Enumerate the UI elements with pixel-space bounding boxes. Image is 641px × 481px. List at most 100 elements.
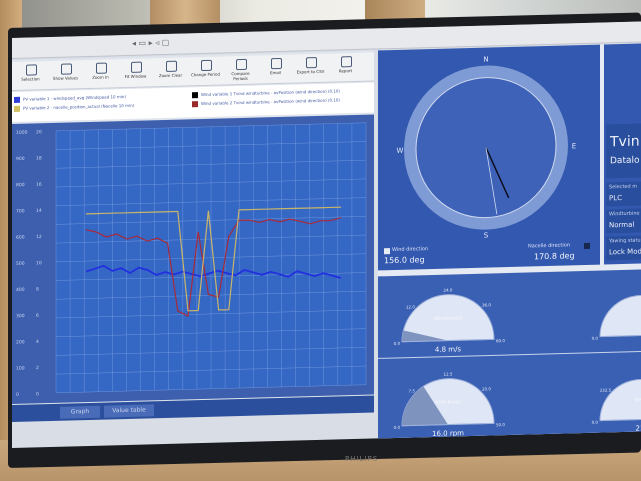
- wind-direction-value: 156.0 deg: [384, 255, 425, 266]
- info-row: Yawing status Lock Mode: [606, 235, 641, 261]
- screen: ◂ ▭ ▸ ◃ ▢ Selection Show Values Zoom In Fit…: [12, 21, 641, 449]
- gauge-tick-label: 24.0: [444, 287, 453, 292]
- wind-direction-needle: [485, 147, 510, 199]
- info-row-label: Yawing status: [609, 237, 641, 245]
- info-panel: Tvin Datalo Selected m PLC Windturbine Norm…: [604, 43, 641, 265]
- values-icon: [61, 63, 72, 75]
- toolbar-label: Email: [269, 69, 282, 76]
- toolbar-button-4[interactable]: Zoom Clear: [154, 59, 187, 84]
- gauge-tick-label: 0.0: [394, 341, 401, 346]
- gauges-panel: 0.0 12.0 24.0 36.0 60.0 Windspeed 4.8 m/s 0.0 7.…: [378, 269, 641, 441]
- tab-graph[interactable]: Graph: [60, 405, 100, 419]
- toolbar-button-8[interactable]: Export to CSV: [294, 56, 327, 81]
- gauge-name: RPM Rotor: [435, 400, 462, 407]
- fit-window-icon: [131, 61, 142, 73]
- axis-tick-label-2: 14: [36, 208, 42, 214]
- gauge-right_bottom: 0.0 132.5 RPM 21: [592, 379, 641, 433]
- calendar-icon: [201, 59, 212, 72]
- compare-icon: [236, 58, 247, 71]
- toolbar-button-5[interactable]: Change Period: [189, 59, 222, 84]
- legend-swatch: [192, 100, 198, 107]
- gauge-tick-label: 0.0: [592, 336, 599, 341]
- gauge-value: 21: [636, 424, 641, 432]
- toolbar-button-7[interactable]: Email: [259, 57, 292, 82]
- zoom-in-icon: [96, 62, 107, 74]
- wind-direction-swatch: [384, 248, 390, 255]
- toolbar-label: Selection: [21, 76, 40, 82]
- info-subtitle: Datalo: [610, 155, 640, 167]
- axis-tick-label-2: 18: [36, 155, 42, 161]
- axis-tick-label: 700: [16, 208, 25, 214]
- gauge-tick-label: 20.0: [482, 386, 491, 391]
- legend-label: Wind variable 2 Tvind windturbine - avPo…: [201, 97, 340, 107]
- compass-w-label: W: [397, 147, 404, 155]
- axis-tick-label-2: 2: [36, 365, 39, 371]
- gauges: 0.0 12.0 24.0 36.0 60.0 Windspeed 4.8 m/s 0.0 7.…: [378, 287, 641, 438]
- axis-tick-label: 200: [16, 339, 25, 345]
- info-row: Selected m PLC: [606, 181, 641, 207]
- gauge-right_top: 0.0: [592, 295, 641, 341]
- axis-tick-label: 1000: [16, 130, 28, 136]
- cursor-icon: [26, 64, 37, 76]
- gauge-rpm_rotor: 0.0 7.5 12.5 20.0 50.0 RPM Rotor 16.0 rpm: [394, 371, 506, 438]
- gauge-tick-label: 60.0: [496, 338, 505, 343]
- toolbar-button-3[interactable]: Fit Window: [119, 60, 152, 85]
- axis-tick-label: 500: [16, 261, 25, 267]
- toolbar-label: Show Values: [52, 75, 79, 81]
- nacelle-direction-swatch: [584, 242, 590, 250]
- gauge-tick-label: 0.0: [592, 420, 599, 425]
- axis-tick-label-2: 16: [36, 182, 42, 188]
- axis-tick-label-2: 20: [36, 129, 42, 135]
- monitor-brand: PHILIPS: [345, 455, 379, 463]
- axis-tick-label: 0: [16, 392, 19, 398]
- legend-swatch: [14, 105, 20, 112]
- toolbar-label: Export to CSV: [296, 68, 325, 75]
- axis-tick-label: 900: [16, 156, 25, 162]
- gauge-name: RPM: [635, 397, 641, 403]
- axis-tick-label: 300: [16, 313, 25, 319]
- gauge-windspeed: 0.0 12.0 24.0 36.0 60.0 Windspeed 4.8 m/s: [394, 287, 506, 354]
- info-row-value: Lock Mode: [609, 247, 641, 257]
- info-row-label: Windturbine: [609, 210, 640, 218]
- plot-panel: 1000 20 900 18 800 16 700 14 600 12 500 10 400 8 300 6 2…: [12, 114, 374, 405]
- toolbar-label: Zoom Clear: [158, 72, 183, 79]
- toolbar-button-6[interactable]: Compare Periods: [224, 58, 257, 83]
- legend-swatch: [14, 96, 20, 103]
- compass: N E S W: [397, 56, 577, 240]
- toolbar-button-9[interactable]: Report: [329, 55, 362, 80]
- gauge-value: 4.8 m/s: [435, 345, 462, 354]
- report-icon: [341, 56, 352, 68]
- trend-app: Selection Show Values Zoom In Fit Window Zoo…: [12, 50, 374, 423]
- gauge-tick-label: 12.5: [444, 371, 453, 376]
- toolbar-label: Report: [338, 68, 353, 74]
- toolbar-label: Zoom In: [92, 74, 109, 80]
- series-line-2: [86, 206, 341, 312]
- axis-tick-label: 100: [16, 365, 25, 371]
- toolbar-label: Compare Periods: [231, 70, 250, 82]
- export-icon: [306, 57, 317, 69]
- series-line-0: [85, 264, 342, 279]
- axis-tick-label: 800: [16, 182, 25, 188]
- compass-n-label: N: [483, 56, 488, 64]
- info-row-label: Selected m: [609, 183, 638, 191]
- toolbar-button-1[interactable]: Show Values: [49, 62, 82, 87]
- info-row-value: PLC: [609, 194, 623, 203]
- gauge-tick-label: 132.5: [600, 387, 612, 392]
- zoom-clear-icon: [166, 60, 177, 72]
- gauge-tick-label: 7.5: [409, 388, 416, 393]
- compass-s-label: S: [484, 232, 489, 240]
- toolbar-button-0[interactable]: Selection: [14, 63, 47, 88]
- toolbar-button-2[interactable]: Zoom In: [84, 61, 117, 86]
- info-row-value: Normal: [609, 220, 635, 230]
- axis-tick-label-2: 12: [36, 234, 42, 240]
- nacelle-direction-value: 170.8 deg: [534, 251, 575, 262]
- legend-swatch: [192, 91, 198, 98]
- info-title: Tvin: [610, 133, 640, 151]
- gauge-tick-label: 12.0: [406, 304, 415, 309]
- gauge-name: Windspeed: [434, 316, 462, 323]
- axis-tick-label: 400: [16, 287, 25, 293]
- axis-tick-label-2: 10: [36, 260, 42, 266]
- tab-value-table[interactable]: Value table: [104, 404, 154, 418]
- axis-tick-label-2: 0: [36, 391, 39, 397]
